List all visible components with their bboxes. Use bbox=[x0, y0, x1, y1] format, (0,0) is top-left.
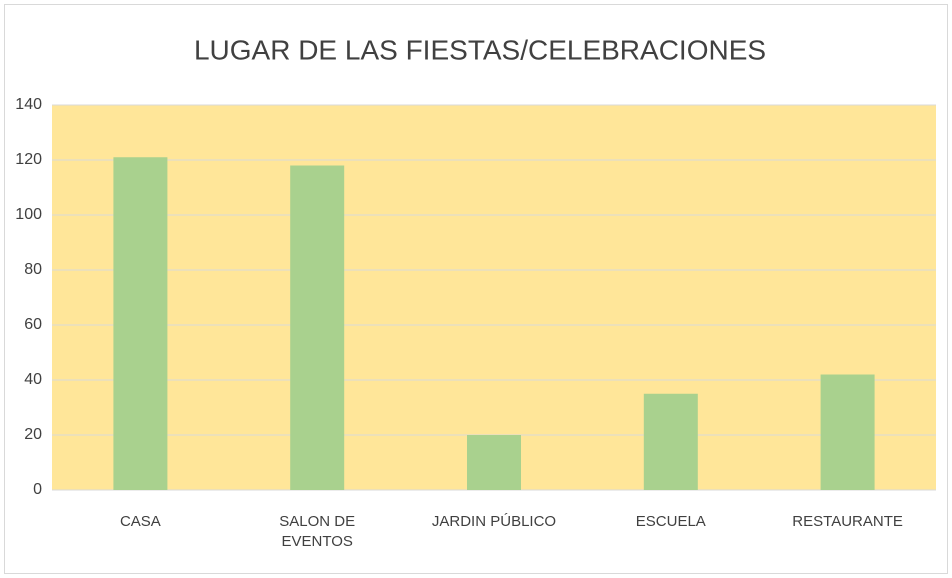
bar bbox=[820, 374, 875, 490]
y-tick-label: 60 bbox=[24, 316, 42, 333]
x-tick-label: JARDIN PÚBLICO bbox=[431, 513, 557, 530]
x-tick-label: ESCUELA bbox=[635, 513, 706, 530]
y-tick-label: 100 bbox=[15, 206, 42, 223]
y-tick-label: 0 bbox=[33, 481, 42, 498]
x-tick-label: CASA bbox=[119, 513, 161, 530]
x-tick-label: RESTAURANTE bbox=[792, 513, 903, 530]
bar bbox=[290, 165, 345, 490]
y-tick-label: 40 bbox=[24, 371, 42, 388]
x-tick-label: SALON DE EVENTOS bbox=[279, 513, 356, 550]
y-tick-label: 140 bbox=[15, 96, 42, 113]
bar bbox=[643, 393, 698, 490]
plot-area bbox=[52, 105, 936, 490]
y-tick-label: 120 bbox=[15, 151, 42, 168]
y-tick-label: 80 bbox=[24, 261, 42, 278]
y-tick-label: 20 bbox=[24, 426, 42, 443]
bar bbox=[467, 435, 521, 490]
chart-title: LUGAR DE LAS FIESTAS/CELEBRACIONES bbox=[194, 34, 766, 65]
bar bbox=[113, 157, 168, 490]
